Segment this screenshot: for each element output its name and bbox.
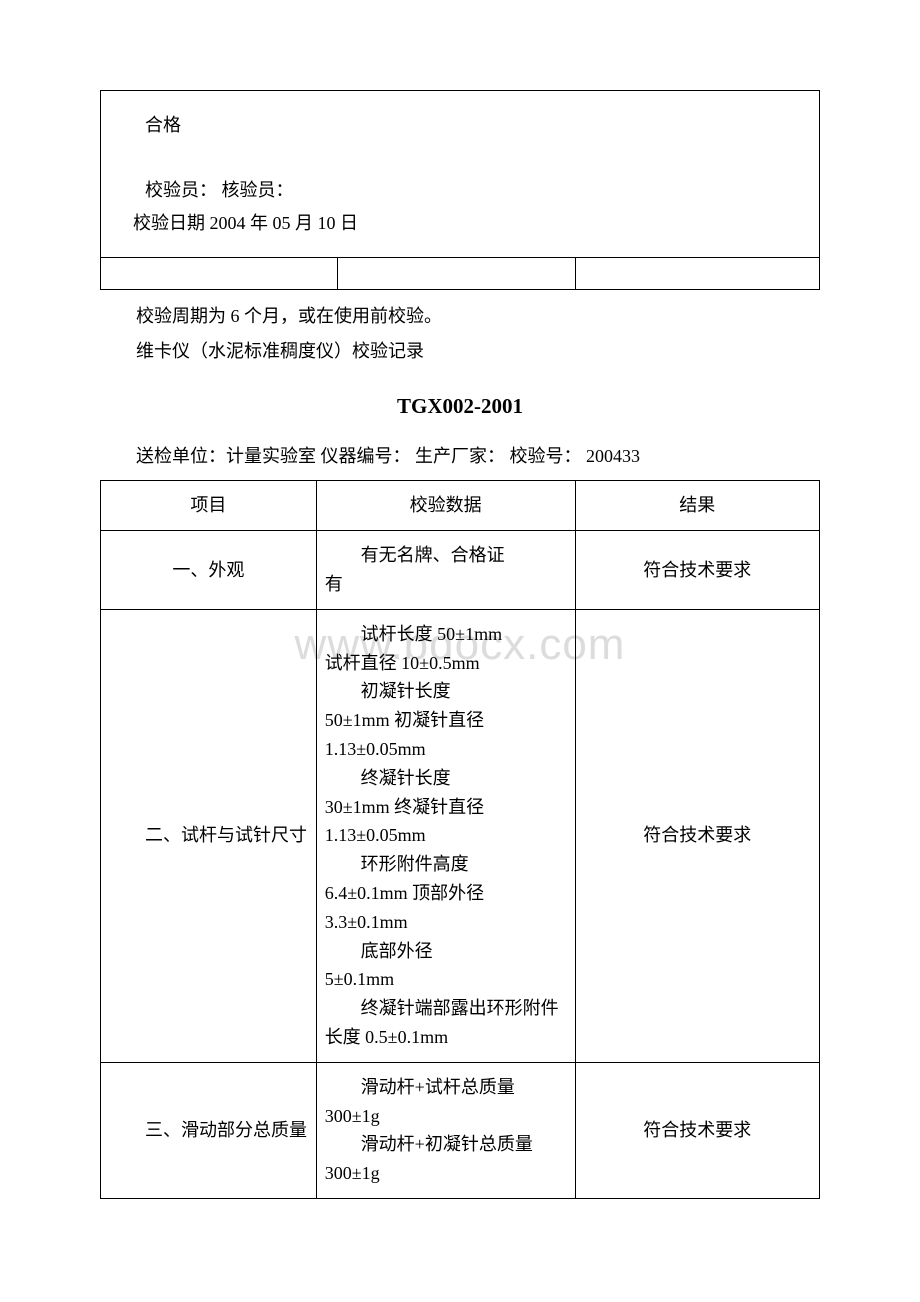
record-title-text: 维卡仪（水泥标准稠度仪）校验记录 <box>100 337 820 366</box>
row-data: 试杆长度 50±1mm 试杆直径 10±0.5mm 初凝针长度 50±1mm 初… <box>316 609 575 1062</box>
meta-info-line: 送检单位：计量实验室 仪器编号： 生产厂家： 校验号： 200433 <box>100 442 820 471</box>
row-label: 二、试杆与试针尺寸 <box>101 609 317 1062</box>
calibration-data-table: 项目 校验数据 结果 一、外观 有无名牌、合格证 有 符合技术要求 二、试杆与试… <box>100 480 820 1199</box>
top-info-cell: 合格 校验员： 核验员： 校验日期 2004 年 05 月 10 日 <box>101 91 820 258</box>
row-data-text: 有无名牌、合格证 有 <box>325 541 567 599</box>
row-label-text: 二、试杆与试针尺寸 <box>109 821 308 850</box>
table-row: 一、外观 有无名牌、合格证 有 符合技术要求 <box>101 531 820 610</box>
verify-period-text: 校验周期为 6 个月，或在使用前校验。 <box>100 302 820 331</box>
document-content: 合格 校验员： 核验员： 校验日期 2004 年 05 月 10 日 校验周期为… <box>100 90 820 1199</box>
row-label-text: 三、滑动部分总质量 <box>109 1116 308 1145</box>
row-result: 符合技术要求 <box>575 1062 819 1198</box>
table-row: 三、滑动部分总质量 滑动杆+试杆总质量 300±1g 滑动杆+初凝针总质量 30… <box>101 1062 820 1198</box>
top-table-empty-row <box>101 258 820 290</box>
verify-date-line: 校验日期 2004 年 05 月 10 日 <box>133 209 805 238</box>
top-info-table: 合格 校验员： 核验员： 校验日期 2004 年 05 月 10 日 <box>100 90 820 290</box>
row-data-text: 滑动杆+试杆总质量 300±1g 滑动杆+初凝针总质量 300±1g <box>325 1073 567 1188</box>
row-label: 三、滑动部分总质量 <box>101 1062 317 1198</box>
header-data: 校验数据 <box>316 481 575 531</box>
empty-cell <box>101 258 338 290</box>
row-result: 符合技术要求 <box>575 609 819 1062</box>
table-header-row: 项目 校验数据 结果 <box>101 481 820 531</box>
verifier-line: 校验员： 核验员： <box>145 176 805 205</box>
empty-cell <box>338 258 575 290</box>
row-result: 符合技术要求 <box>575 531 819 610</box>
table-row: 二、试杆与试针尺寸 试杆长度 50±1mm 试杆直径 10±0.5mm 初凝针长… <box>101 609 820 1062</box>
header-result: 结果 <box>575 481 819 531</box>
qualification-line: 合格 <box>145 111 805 140</box>
doc-code-title: TGX002-2001 <box>100 390 820 424</box>
empty-cell <box>575 258 819 290</box>
header-item: 项目 <box>101 481 317 531</box>
row-data: 有无名牌、合格证 有 <box>316 531 575 610</box>
row-label: 一、外观 <box>101 531 317 610</box>
row-data-text: 试杆长度 50±1mm 试杆直径 10±0.5mm 初凝针长度 50±1mm 初… <box>325 620 567 1052</box>
row-data: 滑动杆+试杆总质量 300±1g 滑动杆+初凝针总质量 300±1g <box>316 1062 575 1198</box>
